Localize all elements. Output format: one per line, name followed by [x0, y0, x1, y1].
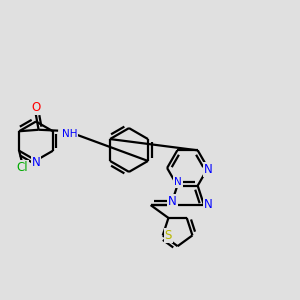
Text: N: N — [32, 155, 40, 169]
Text: Cl: Cl — [16, 161, 28, 174]
Text: N: N — [168, 195, 177, 208]
Text: N: N — [203, 163, 212, 176]
Text: N: N — [174, 177, 182, 187]
Text: O: O — [31, 101, 40, 114]
Text: S: S — [164, 229, 172, 242]
Text: N: N — [203, 198, 212, 211]
Text: NH: NH — [62, 129, 77, 139]
